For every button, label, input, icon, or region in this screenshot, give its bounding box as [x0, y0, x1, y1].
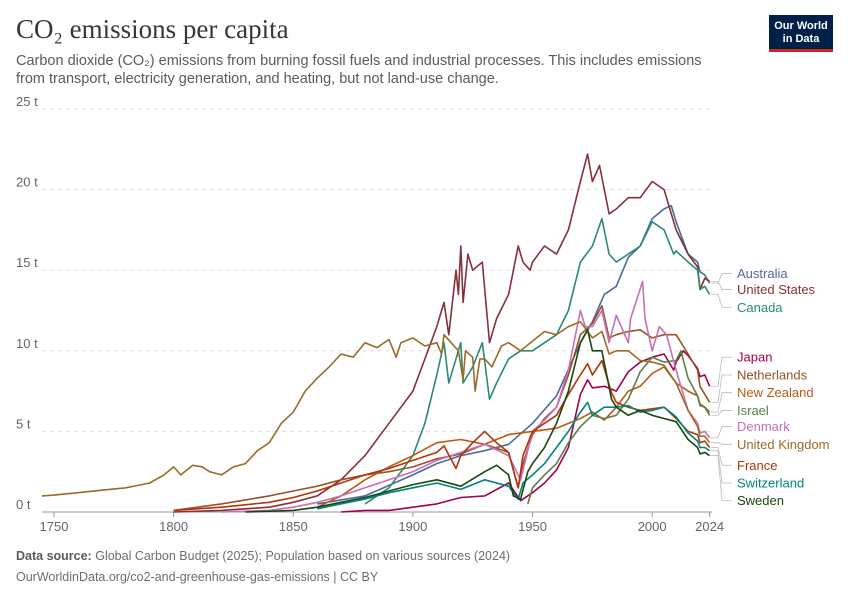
x-tick-label: 1750 — [40, 519, 69, 534]
legend-label-denmark[interactable]: Denmark — [737, 419, 790, 434]
data-source-line: Data source: Global Carbon Budget (2025)… — [16, 549, 510, 563]
legend-label-united-kingdom[interactable]: United Kingdom — [737, 437, 830, 452]
x-tick-label: 1850 — [279, 519, 308, 534]
footer-url[interactable]: OurWorldinData.org/co2-and-greenhouse-ga… — [16, 570, 379, 584]
y-tick-label: 20 t — [16, 175, 38, 190]
legend-label-canada[interactable]: Canada — [737, 300, 783, 315]
y-tick-label: 0 t — [16, 497, 31, 512]
label-connector — [710, 450, 732, 484]
series-lines — [41, 153, 711, 513]
owid-logo[interactable]: Our World in Data — [769, 15, 833, 52]
chart-title: CO₂ emissions per capita — [16, 14, 289, 44]
label-connector — [710, 442, 732, 445]
series-line-new-zealand[interactable] — [316, 366, 711, 508]
legend-label-switzerland[interactable]: Switzerland — [737, 475, 804, 490]
data-source-text: Global Carbon Budget (2025); Population … — [95, 549, 511, 563]
y-tick-label: 10 t — [16, 336, 38, 351]
series-line-sweden[interactable] — [245, 329, 711, 513]
series-line-france[interactable] — [173, 359, 711, 512]
logo-line-1: Our World — [774, 20, 828, 32]
legend-label-new-zealand[interactable]: New Zealand — [737, 385, 814, 400]
legend-label-israel[interactable]: Israel — [737, 403, 769, 418]
legend-label-sweden[interactable]: Sweden — [737, 493, 784, 508]
legend-label-netherlands[interactable]: Netherlands — [737, 367, 808, 382]
y-axis-ticks: 0 t 5 t 10 t 15 t 20 t 25 t — [16, 94, 38, 512]
legend-label-japan[interactable]: Japan — [737, 350, 772, 365]
x-tick-label: 1950 — [518, 519, 547, 534]
x-tick-label: 1900 — [398, 519, 427, 534]
series-line-japan[interactable] — [341, 350, 711, 513]
x-tick-label: 1800 — [159, 519, 188, 534]
label-connector — [710, 455, 732, 502]
label-connector — [710, 273, 732, 284]
label-connector — [710, 293, 732, 308]
series-line-switzerland[interactable] — [317, 401, 711, 510]
series-line-united-kingdom[interactable] — [41, 321, 711, 497]
logo-line-2: in Data — [782, 33, 820, 45]
label-connector — [710, 356, 732, 387]
y-tick-label: 15 t — [16, 255, 38, 270]
label-connector — [710, 374, 732, 403]
label-connector — [710, 281, 732, 290]
legend-label-france[interactable]: France — [737, 458, 777, 473]
series-line-united-states[interactable] — [173, 153, 711, 513]
x-axis: 1750 1800 1850 1900 1950 2000 2024 — [40, 512, 724, 534]
y-tick-label: 5 t — [16, 416, 31, 431]
grid-lines — [42, 108, 712, 513]
series-line-israel[interactable] — [527, 350, 711, 505]
label-connector — [710, 447, 732, 466]
legend-label-united-states[interactable]: United States — [737, 282, 816, 297]
series-line-denmark[interactable] — [221, 280, 711, 513]
label-connector — [710, 426, 732, 439]
data-source-label: Data source: — [16, 549, 92, 563]
series-line-canada[interactable] — [364, 217, 711, 505]
x-tick-label: 2024 — [695, 519, 724, 534]
chart-subtitle: Carbon dioxide (CO₂) emissions from burn… — [16, 53, 702, 87]
label-connector — [710, 392, 732, 413]
label-connector — [710, 410, 732, 416]
x-tick-label: 2000 — [638, 519, 667, 534]
legend-label-australia[interactable]: Australia — [737, 266, 788, 281]
y-tick-label: 25 t — [16, 94, 38, 109]
